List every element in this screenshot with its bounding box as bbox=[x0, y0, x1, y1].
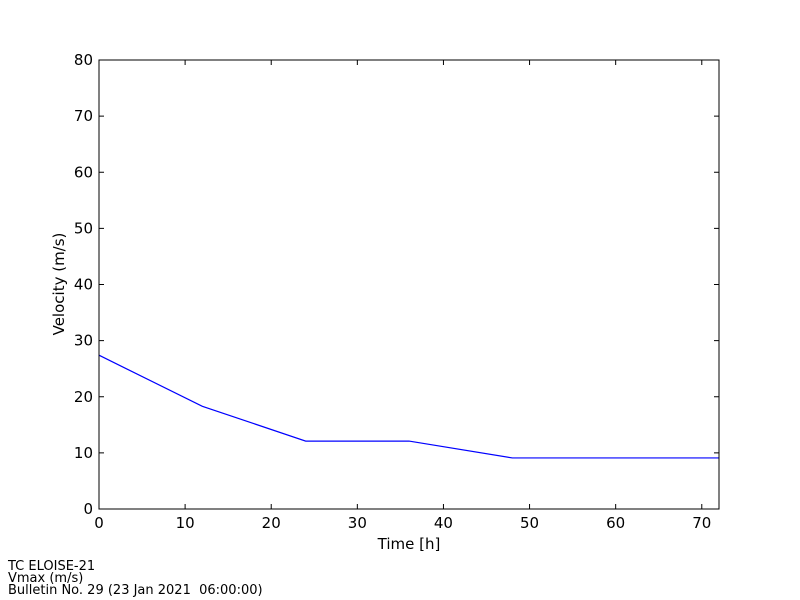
data-line bbox=[98, 354, 719, 459]
annotation: TC ELOISE-21 bbox=[7, 559, 95, 574]
x-tick-label: 0 bbox=[94, 514, 104, 532]
y-tick-label: 40 bbox=[74, 276, 93, 294]
y-tick-label: 50 bbox=[74, 219, 93, 237]
y-tick-label: 10 bbox=[74, 444, 93, 462]
x-tick-label: 50 bbox=[520, 514, 539, 532]
plot-frame bbox=[98, 59, 720, 510]
y-tick-label: 80 bbox=[74, 51, 93, 69]
x-tick-label: 30 bbox=[348, 514, 367, 532]
x-tick-label: 40 bbox=[434, 514, 453, 532]
y-tick-label: 20 bbox=[74, 388, 93, 406]
x-axis-label: Time [h] bbox=[377, 535, 441, 553]
annotation: Vmax (m/s) bbox=[8, 571, 83, 586]
y-tick-label: 70 bbox=[74, 107, 93, 125]
y-tick-label: 60 bbox=[74, 163, 93, 181]
y-axis-label: Velocity (m/s) bbox=[50, 233, 68, 336]
x-tick-label: 60 bbox=[606, 514, 625, 532]
x-tick-label: 20 bbox=[262, 514, 281, 532]
annotation: Bulletin No. 29 (23 Jan 2021 06:00:00) bbox=[8, 583, 263, 598]
y-tick-label: 0 bbox=[83, 500, 93, 518]
x-tick-label: 70 bbox=[692, 514, 711, 532]
y-tick-label: 30 bbox=[74, 332, 93, 350]
x-tick-label: 10 bbox=[176, 514, 195, 532]
